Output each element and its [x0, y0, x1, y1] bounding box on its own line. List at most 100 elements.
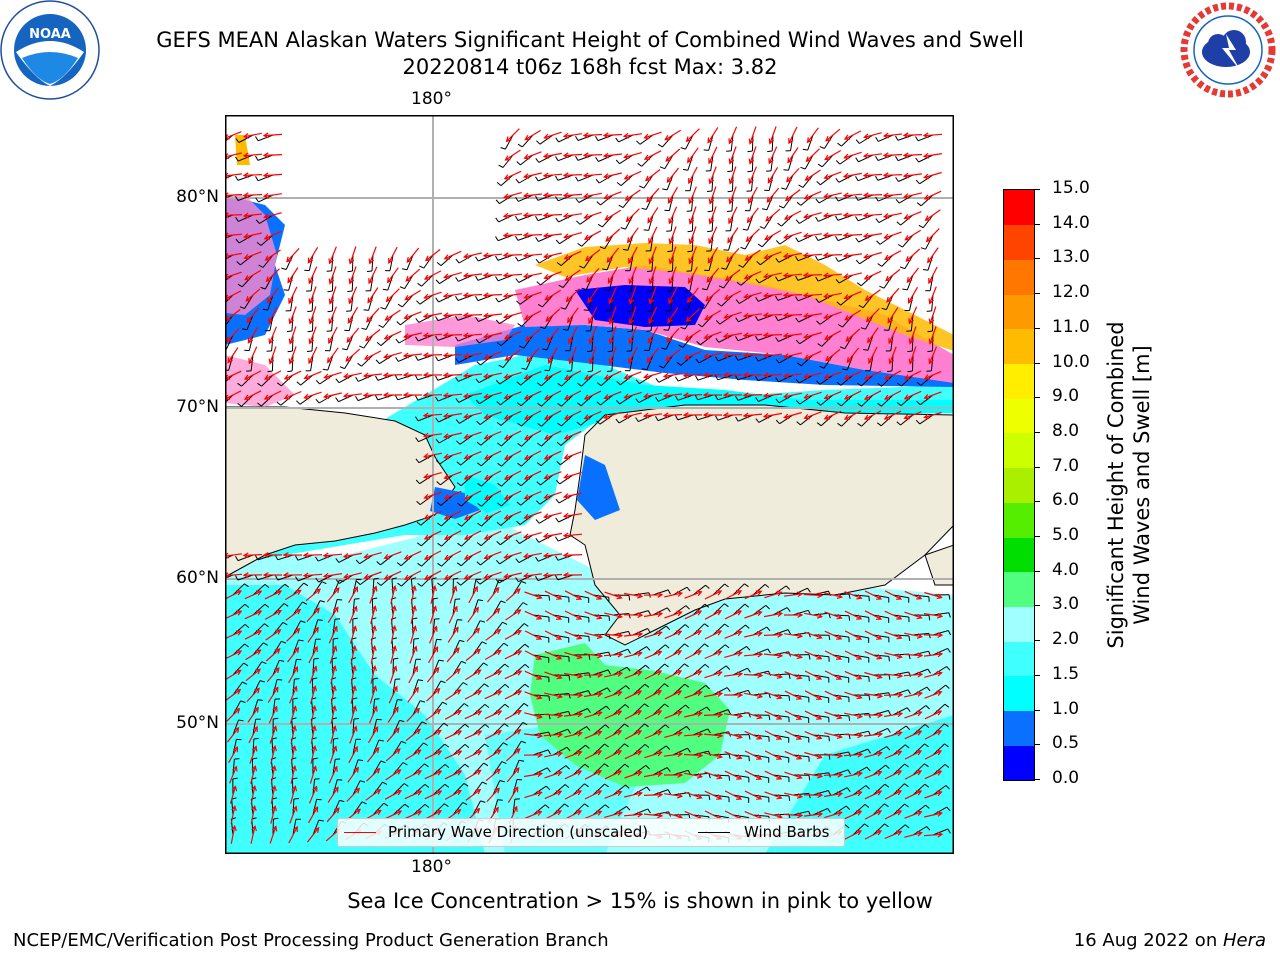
wind-barb: [781, 214, 794, 227]
wave-direction-arrow: [768, 126, 777, 145]
wind-barb: [272, 679, 278, 696]
wind-barb: [460, 474, 474, 487]
wave-direction-arrow: [685, 308, 700, 323]
wave-direction-arrow: [844, 610, 863, 620]
wind-barb-flag: [397, 699, 403, 701]
wind-barb-flag: [415, 437, 419, 442]
wave-direction-arrow: [888, 346, 897, 365]
wind-barb-flag: [417, 582, 422, 587]
wave-direction-arrow: [564, 631, 583, 640]
wave-direction-arrow: [782, 272, 803, 279]
wind-barb-flag: [828, 635, 831, 641]
wave-direction-arrow: [225, 370, 242, 380]
wind-barb: [379, 354, 394, 365]
wind-barb-flag: [391, 637, 398, 640]
wind-barb-flag: [577, 242, 582, 247]
wind-barb: [312, 779, 316, 796]
wind-barb-flag: [342, 348, 348, 351]
wind-barb-flag: [243, 662, 249, 667]
wave-direction-arrow: [225, 552, 242, 559]
wind-barb-flag: [867, 748, 871, 754]
wave-direction-arrow: [664, 129, 682, 141]
wave-direction-arrow: [862, 212, 883, 219]
wind-barb: [452, 763, 466, 776]
wind-barb: [632, 744, 646, 756]
wind-barb-flag: [667, 789, 671, 795]
wind-barb: [778, 274, 794, 282]
wind-barb-flag: [523, 623, 529, 627]
wave-direction-arrow: [343, 572, 362, 580]
wave-direction-arrow: [306, 826, 320, 843]
wind-barb-flag: [815, 255, 819, 261]
wave-direction-arrow: [568, 346, 577, 365]
wave-direction-arrow: [584, 750, 603, 760]
wind-barb: [572, 803, 585, 816]
wave-direction-arrow: [462, 392, 483, 399]
wave-direction-arrow: [684, 650, 703, 660]
wind-barb: [757, 334, 774, 341]
wind-barb-flag: [435, 297, 440, 303]
wind-barb: [380, 574, 394, 586]
wind-barb: [872, 654, 889, 657]
wind-barb-flag: [283, 289, 289, 291]
wind-barb: [338, 554, 354, 563]
wind-barb-flag: [627, 330, 633, 333]
wind-barb-flag: [680, 326, 686, 330]
wind-barb: [585, 274, 594, 290]
wind-barb-flag: [775, 337, 779, 342]
wave-direction-arrow: [722, 372, 742, 378]
wind-barb: [552, 728, 569, 736]
wind-barb: [499, 194, 514, 205]
wave-direction-arrow: [662, 392, 682, 399]
colorbar-tick-label: 11.0: [1052, 316, 1090, 337]
wind-barb: [501, 434, 514, 447]
wind-barb-flag: [455, 277, 459, 282]
wave-direction-arrow: [564, 790, 583, 800]
wind-barb: [932, 764, 946, 776]
wave-direction-arrow: [526, 347, 540, 363]
wave-direction-arrow: [329, 645, 338, 664]
wind-barb: [652, 683, 665, 696]
wind-barb: [311, 334, 314, 352]
wind-barb-flag: [786, 607, 791, 612]
wind-barb: [758, 354, 774, 362]
wave-direction-arrow: [802, 372, 822, 379]
wind-barb-flag: [444, 743, 449, 748]
wave-direction-arrow: [225, 152, 242, 159]
wind-barb: [732, 174, 734, 192]
wave-direction-arrow: [342, 392, 362, 399]
wind-barb: [592, 743, 605, 756]
wind-barb-flag: [436, 481, 441, 486]
wind-barb: [691, 254, 694, 271]
wind-barb-flag: [271, 797, 278, 800]
wave-direction-arrow: [643, 591, 664, 598]
wind-barb: [525, 354, 534, 370]
colorbar-segment: [1004, 641, 1034, 677]
wave-direction-arrow: [724, 790, 743, 800]
wave-direction-arrow: [803, 411, 822, 420]
wave-direction-arrow: [864, 671, 883, 680]
wind-barb: [537, 574, 554, 582]
wind-barb-flag: [477, 502, 482, 507]
wave-direction-arrow: [388, 685, 398, 704]
wave-direction-arrow: [622, 132, 642, 139]
wind-barb-flag: [596, 201, 601, 206]
wave-direction-arrow: [370, 605, 378, 624]
wind-barb: [840, 374, 854, 386]
wave-direction-arrow: [385, 288, 400, 303]
wind-barb: [692, 623, 705, 636]
wave-direction-arrow: [523, 751, 544, 758]
wind-barb-flag: [945, 684, 950, 689]
wind-barb: [365, 314, 374, 330]
wind-barb: [906, 274, 914, 291]
wind-barb: [657, 414, 674, 422]
wind-barb-flag: [759, 226, 765, 229]
wind-barb-flag: [476, 441, 482, 446]
wave-direction-arrow: [904, 770, 923, 780]
wind-barb-flag: [403, 783, 409, 787]
wind-barb-flag: [897, 382, 902, 387]
wind-barb-flag: [586, 726, 591, 731]
wave-direction-arrow: [762, 292, 782, 299]
wind-barb: [739, 294, 754, 304]
wave-direction-arrow: [270, 764, 277, 784]
